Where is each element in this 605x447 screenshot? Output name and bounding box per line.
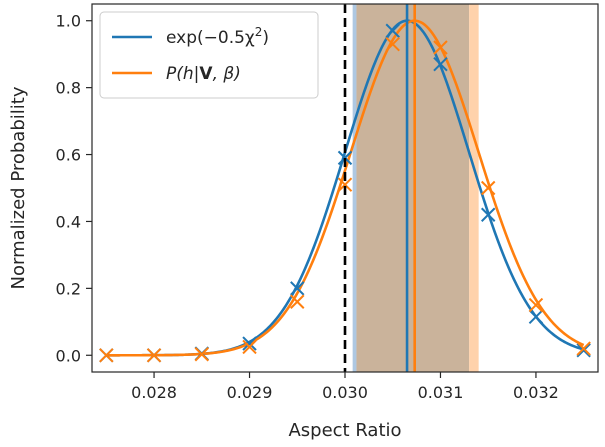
marker-stroke bbox=[146, 348, 162, 363]
x-axis-ticks: 0.028 0.029 0.030 0.031 0.032 bbox=[131, 372, 559, 402]
series-0-marker bbox=[242, 336, 257, 351]
y-tick-label: 0.4 bbox=[56, 212, 81, 231]
legend-box bbox=[99, 11, 319, 99]
marker-stroke bbox=[194, 347, 209, 362]
series-1-marker bbox=[481, 180, 496, 196]
series-0-marker bbox=[481, 207, 496, 222]
marker-stroke bbox=[528, 309, 544, 325]
x-tick-label: 0.031 bbox=[418, 383, 464, 402]
marker-stroke bbox=[576, 343, 591, 358]
series-1-curve bbox=[106, 19, 585, 357]
legend: exp(−0.5χ2) P(h|V, β) bbox=[99, 11, 319, 99]
series-1-marker bbox=[385, 36, 400, 52]
marker-stroke bbox=[290, 294, 305, 309]
marker-stroke bbox=[433, 57, 448, 72]
series-0-marker bbox=[433, 57, 448, 72]
marker-stroke bbox=[337, 150, 353, 166]
y-tick-label: 0.2 bbox=[56, 279, 81, 298]
series-0-marker bbox=[385, 23, 400, 38]
marker-stroke bbox=[385, 36, 400, 52]
series-1-marker bbox=[576, 341, 591, 356]
marker-stroke bbox=[242, 336, 257, 351]
marker-stroke bbox=[242, 339, 257, 355]
marker-stroke bbox=[290, 281, 305, 296]
marker-stroke bbox=[481, 207, 496, 222]
marker-stroke bbox=[576, 341, 591, 356]
series-1-marker bbox=[194, 347, 209, 362]
x-axis-label: Aspect Ratio bbox=[288, 420, 401, 441]
y-tick-label: 0.8 bbox=[56, 79, 81, 98]
series-1-marker bbox=[337, 177, 353, 192]
x-tick-label: 0.030 bbox=[322, 383, 368, 402]
y-tick-label: 0.0 bbox=[56, 346, 81, 365]
series-0-marker bbox=[337, 150, 353, 166]
series-0-marker bbox=[528, 309, 544, 325]
x-tick-label: 0.029 bbox=[227, 383, 273, 402]
band-overlap bbox=[356, 4, 470, 372]
marker-stroke bbox=[99, 348, 114, 363]
x-tick-label: 0.032 bbox=[513, 383, 559, 402]
y-axis-label: Normalized Probability bbox=[8, 86, 29, 289]
marker-stroke bbox=[433, 40, 448, 55]
y-tick-label: 1.0 bbox=[56, 12, 81, 31]
marker-stroke bbox=[528, 297, 544, 313]
series-0-marker bbox=[290, 281, 305, 296]
series-1-marker bbox=[290, 294, 305, 309]
y-axis-ticks: 0.0 0.2 0.4 0.6 0.8 1.0 bbox=[56, 12, 92, 365]
peak-lines bbox=[405, 4, 416, 372]
marker-stroke bbox=[481, 180, 496, 196]
series-1-marker bbox=[242, 339, 257, 355]
legend-label-1: P(h|V, β) bbox=[166, 64, 241, 84]
marker-stroke bbox=[385, 23, 400, 38]
band-orange bbox=[469, 4, 479, 372]
series-markers bbox=[99, 23, 591, 363]
marker-stroke bbox=[337, 177, 353, 192]
y-tick-label: 0.6 bbox=[56, 146, 81, 165]
series-1-marker bbox=[99, 348, 114, 363]
series-1-marker bbox=[528, 297, 544, 313]
x-tick-label: 0.028 bbox=[131, 383, 177, 402]
series-1-marker bbox=[433, 40, 448, 55]
series-0-marker bbox=[576, 343, 591, 358]
legend-label-0: exp(−0.5χ2) bbox=[166, 25, 269, 48]
series-1-marker bbox=[146, 348, 162, 363]
band-blue bbox=[352, 4, 357, 372]
